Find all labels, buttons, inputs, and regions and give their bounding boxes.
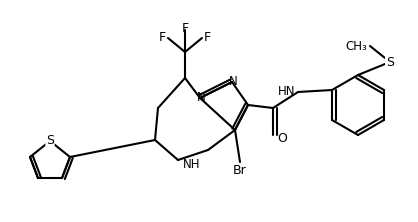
Text: F: F xyxy=(204,30,211,44)
Text: HN: HN xyxy=(278,85,295,97)
Text: N: N xyxy=(229,75,237,87)
Text: Br: Br xyxy=(233,163,247,176)
Text: CH₃: CH₃ xyxy=(345,40,367,52)
Text: S: S xyxy=(386,56,394,69)
Text: F: F xyxy=(159,30,166,44)
Text: N: N xyxy=(196,91,205,103)
Text: O: O xyxy=(277,133,287,145)
Text: S: S xyxy=(46,135,54,147)
Text: NH: NH xyxy=(183,157,201,170)
Text: F: F xyxy=(181,22,189,34)
